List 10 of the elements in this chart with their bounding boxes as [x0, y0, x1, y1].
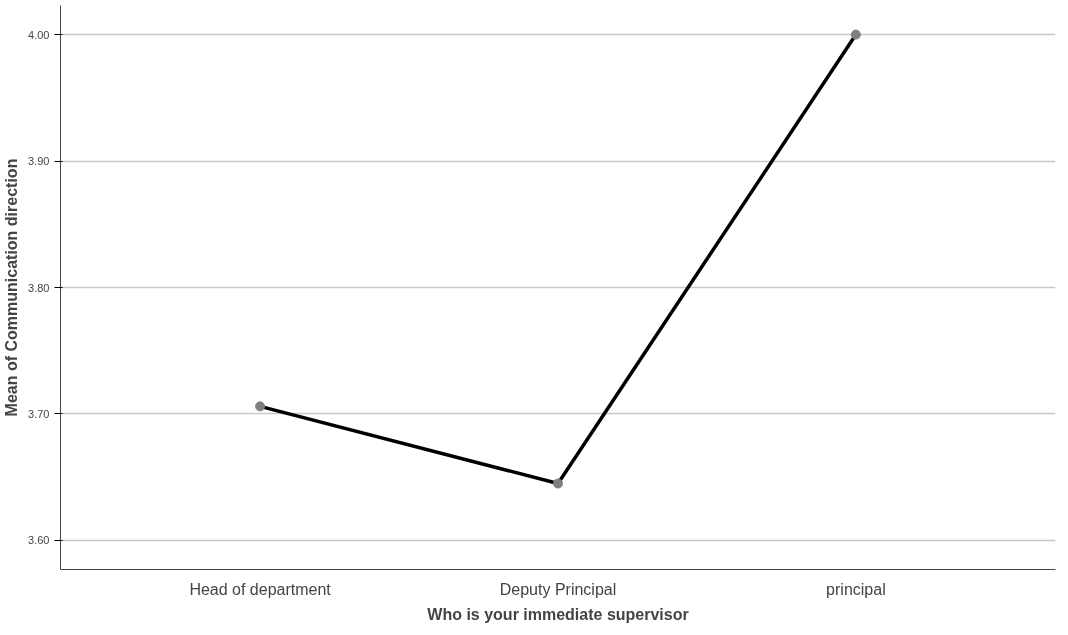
x-axis-title: Who is your immediate supervisor — [427, 605, 689, 623]
y-tick-label: 3.80 — [28, 281, 50, 294]
y-tick-label: 4.00 — [28, 28, 50, 41]
x-tick-label: Deputy Principal — [499, 580, 617, 598]
y-axis-title: Mean of Communication direction — [3, 158, 21, 417]
x-tick-label: Head of department — [189, 580, 332, 598]
y-tick-label: 3.90 — [28, 155, 50, 168]
y-tick-label: 3.60 — [28, 534, 50, 547]
y-tick-label: 3.70 — [28, 407, 50, 420]
x-tick-label: principal — [826, 580, 886, 598]
